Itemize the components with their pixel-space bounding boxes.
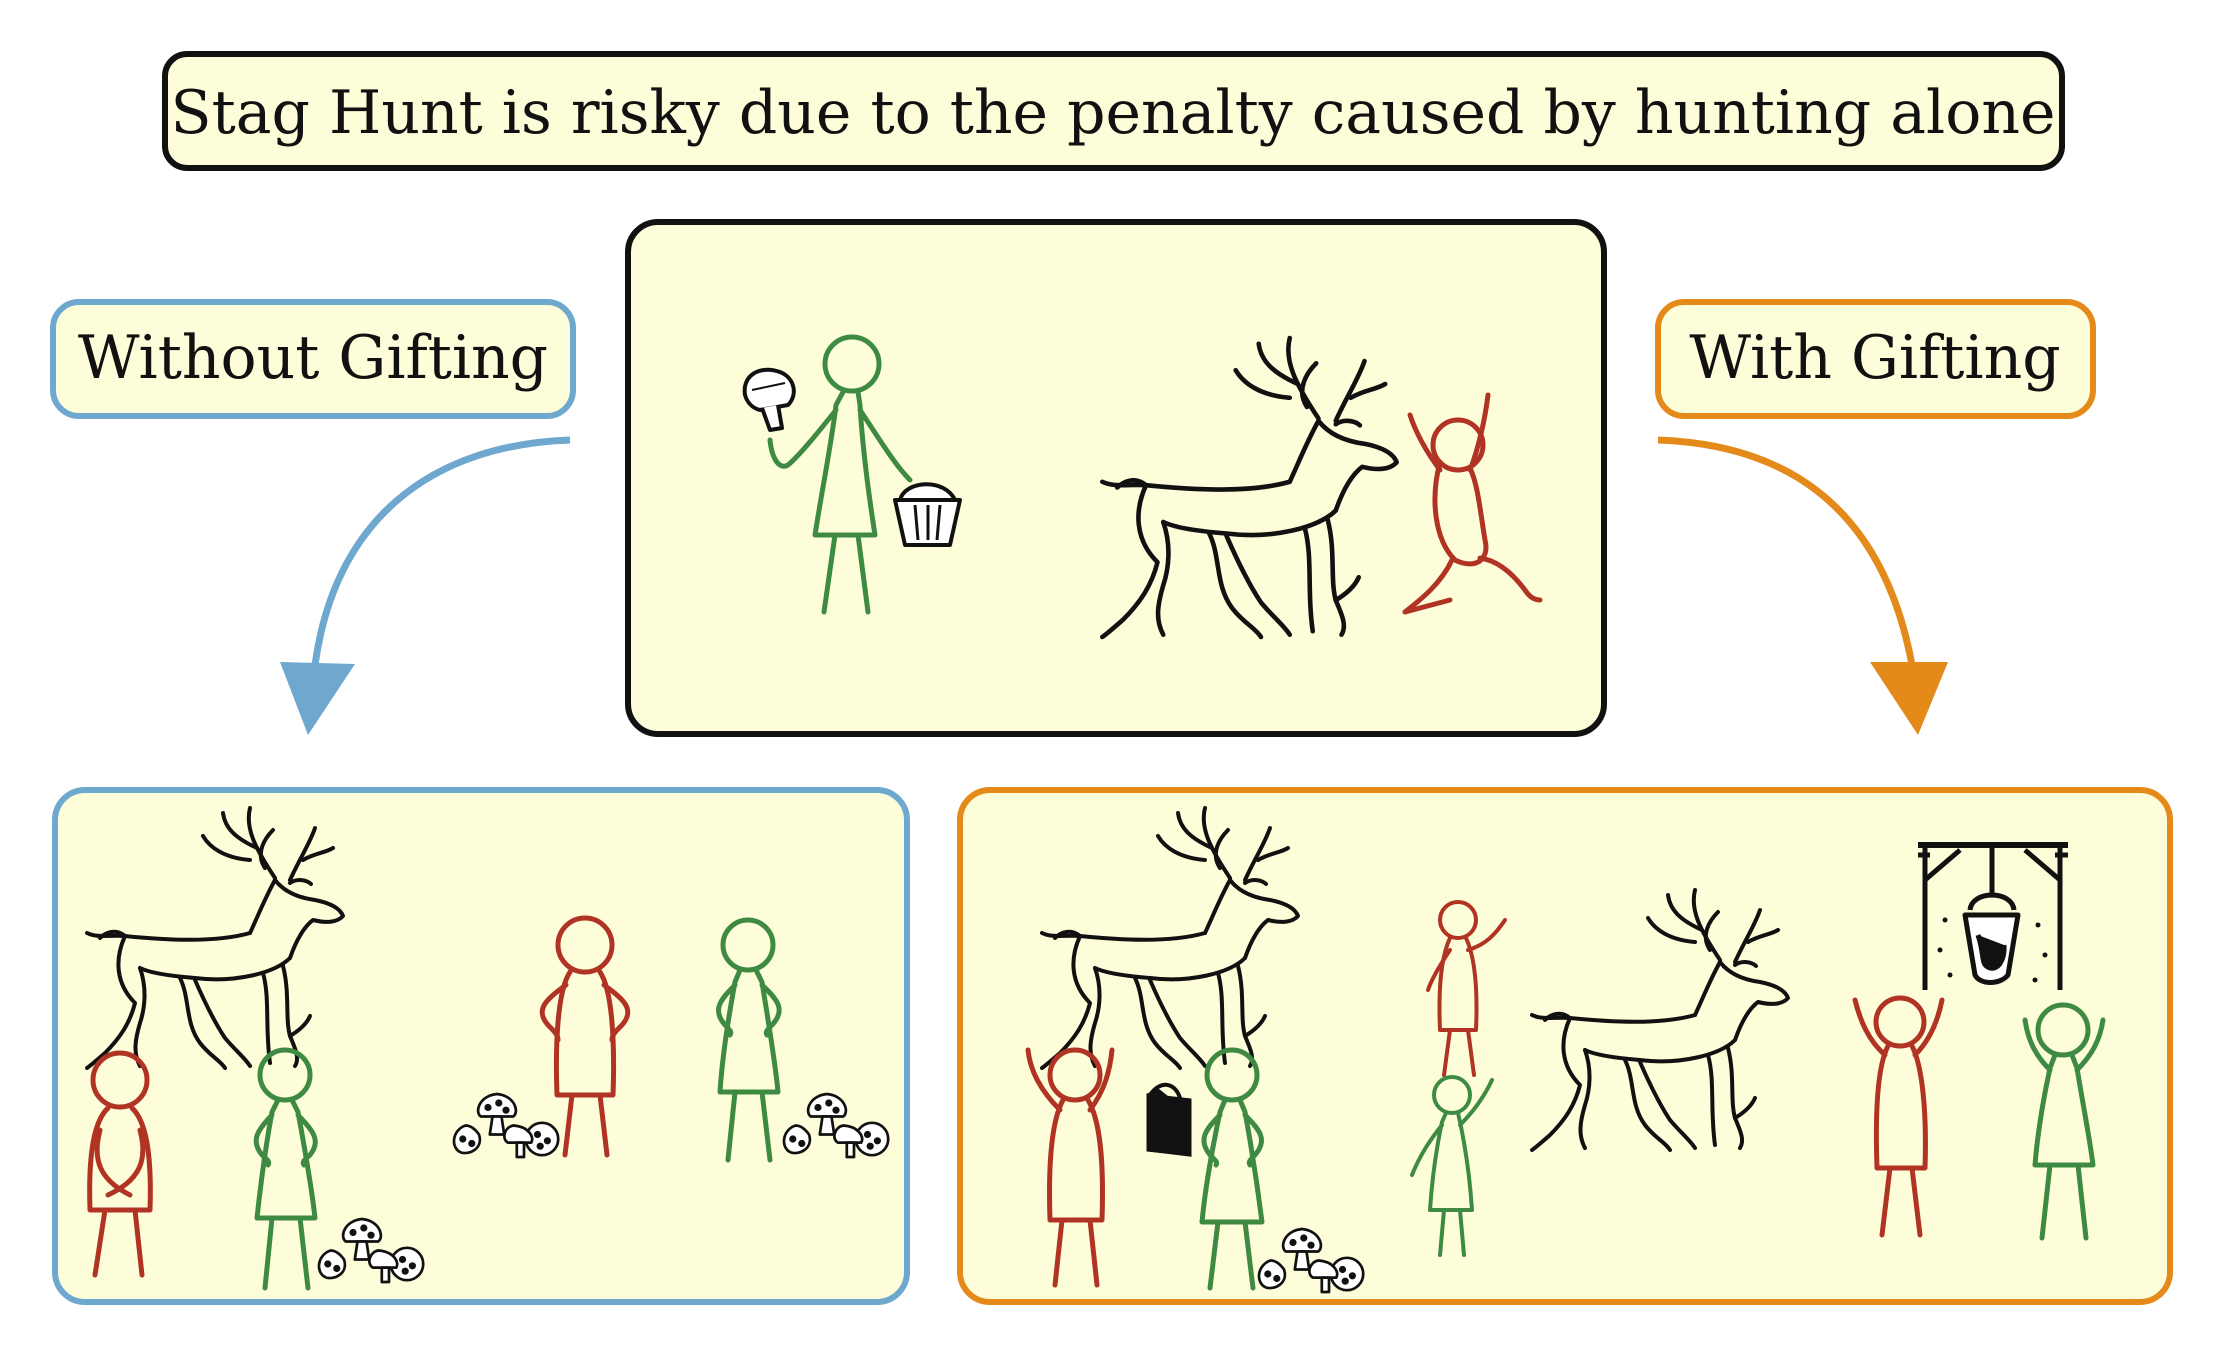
with-gifting-text: With Gifting bbox=[1689, 323, 2060, 393]
green-figure bbox=[716, 917, 782, 1163]
red-figure bbox=[539, 915, 631, 1158]
green-figure bbox=[1199, 1047, 1265, 1291]
diagram-title: Stag Hunt is risky due to the penalty ca… bbox=[171, 78, 2056, 148]
without-gifting-label: Without Gifting bbox=[50, 299, 576, 419]
red-hunter-figure bbox=[1402, 392, 1543, 615]
arrow-without-gifting bbox=[280, 436, 571, 735]
title-box: Stag Hunt is risky due to the penalty ca… bbox=[162, 51, 2065, 171]
with-gifting-panel bbox=[957, 787, 2173, 1305]
center-panel bbox=[625, 219, 1607, 737]
green-figure-small bbox=[1410, 1075, 1494, 1257]
without-gifting-panel bbox=[52, 787, 910, 1305]
with-gifting-label: With Gifting bbox=[1655, 299, 2096, 419]
red-figure-small bbox=[1426, 900, 1507, 1077]
gift-box-icon bbox=[1146, 1082, 1192, 1157]
cooking-pot-icon bbox=[1918, 842, 2068, 990]
red-figure bbox=[1852, 995, 1945, 1238]
green-figure bbox=[2022, 1002, 2106, 1241]
red-figure bbox=[87, 1050, 153, 1278]
mushroom-icon bbox=[742, 367, 796, 432]
green-gatherer-figure bbox=[767, 334, 913, 615]
red-figure bbox=[1025, 1047, 1115, 1288]
green-figure bbox=[253, 1047, 318, 1291]
arrow-with-gifting bbox=[1657, 436, 1948, 735]
without-gifting-text: Without Gifting bbox=[78, 323, 548, 393]
basket-icon bbox=[893, 482, 962, 547]
